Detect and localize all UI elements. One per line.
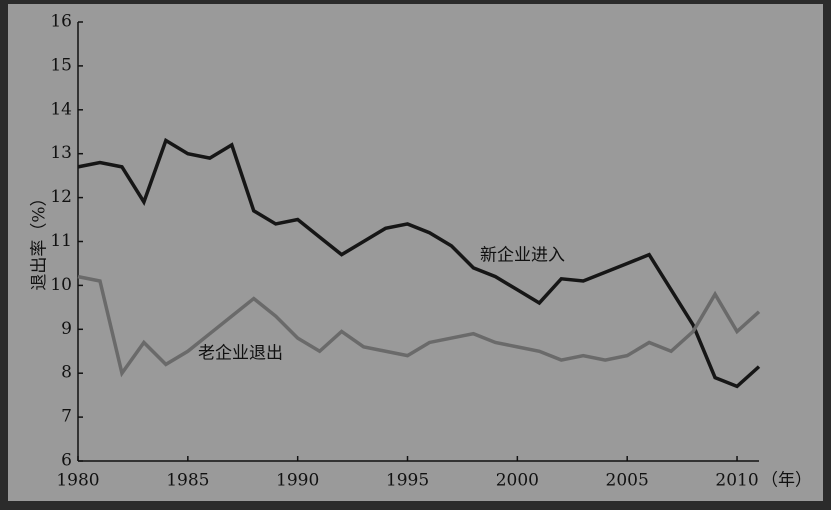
x-tick-label: 2010: [715, 471, 758, 491]
x-tick-label: 1995: [386, 471, 429, 491]
y-tick-label: 8: [61, 363, 72, 383]
y-axis-label: 退出率（%）: [30, 189, 50, 290]
series-line: [77, 137, 761, 389]
x-tick-label: 1985: [166, 471, 209, 491]
x-tick-label: 1980: [56, 471, 99, 491]
chart-background: [8, 4, 823, 501]
y-tick-label: 11: [50, 231, 72, 251]
x-tick-label: 2000: [496, 471, 539, 491]
x-tick-label: 1990: [276, 471, 319, 491]
series-label: 新企业进入: [480, 246, 565, 266]
y-tick-label: 13: [50, 143, 72, 163]
y-tick-label: 14: [50, 99, 72, 119]
series-line: [77, 274, 761, 378]
y-tick-label: 6: [61, 451, 72, 471]
y-tick-label: 7: [61, 407, 72, 427]
series-label: 老企业退出: [198, 344, 283, 364]
y-tick-label: 16: [50, 12, 72, 32]
x-tick-label: 2005: [606, 471, 649, 491]
y-tick-label: 10: [50, 275, 72, 295]
y-tick-label: 9: [61, 319, 72, 339]
y-tick-label: 15: [50, 55, 72, 75]
y-tick-label: 12: [50, 187, 72, 207]
x-axis-label: （年）: [761, 471, 812, 491]
